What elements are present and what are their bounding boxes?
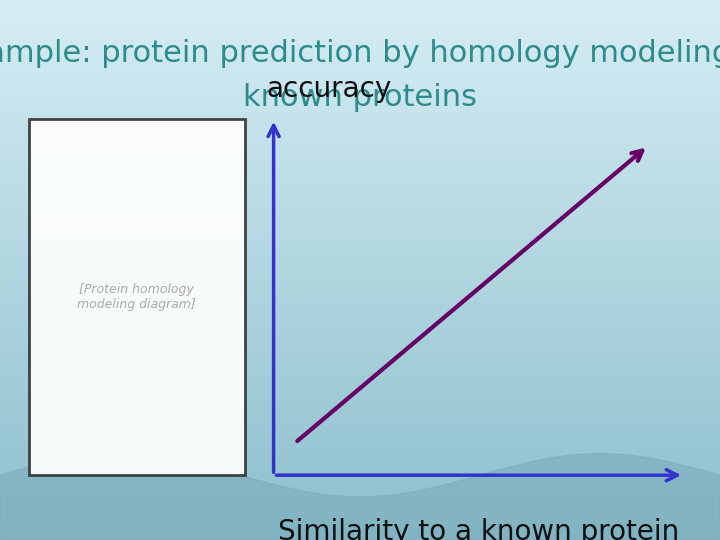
Text: accuracy: accuracy xyxy=(266,75,392,103)
Text: [Protein homology
modeling diagram]: [Protein homology modeling diagram] xyxy=(78,283,196,311)
FancyBboxPatch shape xyxy=(29,119,245,475)
Text: known proteins: known proteins xyxy=(243,83,477,112)
Text: Example: protein prediction by homology modeling to: Example: protein prediction by homology … xyxy=(0,39,720,69)
Polygon shape xyxy=(0,454,720,540)
Text: Similarity to a known protein: Similarity to a known protein xyxy=(278,518,680,540)
